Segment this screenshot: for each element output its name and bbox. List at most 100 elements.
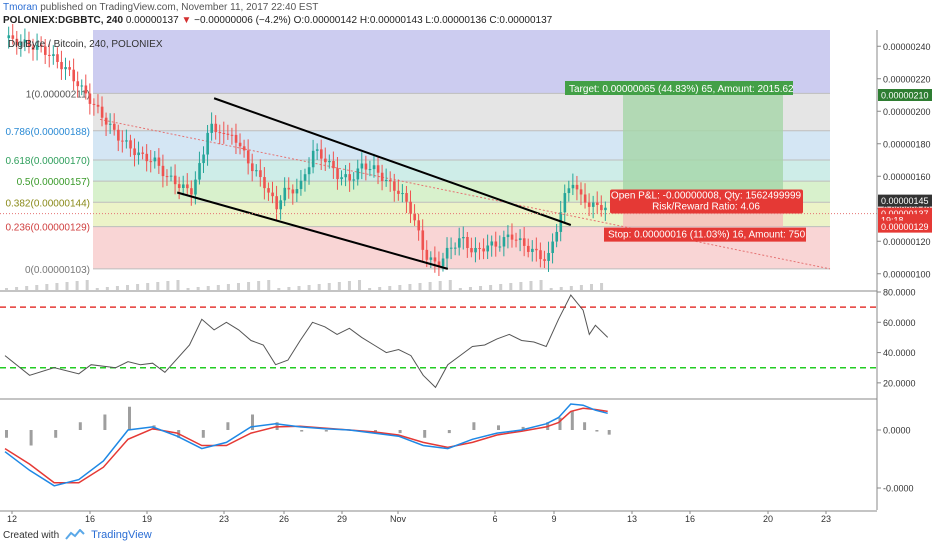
candle-body xyxy=(433,257,437,262)
candle-body xyxy=(251,163,254,172)
candle-body xyxy=(587,202,591,207)
candle-body xyxy=(238,142,242,147)
candle-body xyxy=(360,163,364,169)
candle-body xyxy=(336,168,339,180)
tradingview-brand[interactable]: TradingView xyxy=(91,529,152,541)
volume-bar xyxy=(115,286,119,290)
candle-body xyxy=(453,247,457,249)
macd-histogram-bar xyxy=(300,430,304,432)
target-zone xyxy=(623,95,783,201)
volume-bar xyxy=(307,285,311,290)
volume-bar xyxy=(65,282,69,290)
candle-body xyxy=(43,46,47,55)
candle-body xyxy=(206,132,209,155)
rsi-tick-label: 60.0000 xyxy=(883,318,916,328)
symbol-name: POLONIEX:DGBBTC, 240 xyxy=(3,15,124,26)
candle-body xyxy=(169,175,173,177)
y-tick-label: 0.00000220 xyxy=(883,74,931,84)
macd-tick-label: 0.0000 xyxy=(883,426,911,436)
fib-level-label: 0(0.00000103) xyxy=(25,265,90,276)
volume-bar xyxy=(236,283,240,290)
candle-body xyxy=(234,134,238,143)
fib-level-label: 0.382(0.00000144) xyxy=(5,198,90,209)
pnl-label-bg xyxy=(610,189,803,214)
candle-body xyxy=(181,184,185,188)
candle-body xyxy=(112,123,116,130)
candle-body xyxy=(161,165,165,177)
candle-body xyxy=(35,44,39,50)
price-label-bg xyxy=(878,220,932,233)
author-link[interactable]: Tmoran xyxy=(3,2,38,13)
y-tick-label: 0.00000180 xyxy=(883,139,931,149)
candle-body xyxy=(405,193,408,202)
x-tick-label: 26 xyxy=(279,514,289,524)
rsi-pane[interactable] xyxy=(0,290,877,389)
volume-bar xyxy=(579,285,583,290)
fib-level-label: 0.786(0.00000188) xyxy=(5,127,90,138)
candle-body xyxy=(547,253,550,261)
candle-body xyxy=(311,150,315,168)
price-label-bg xyxy=(878,89,932,101)
candle-body xyxy=(486,245,490,252)
candle-body xyxy=(591,202,595,207)
x-tick-label: 12 xyxy=(7,514,17,524)
ohlc-values: O:0.00000142 H:0.00000143 L:0.00000136 C… xyxy=(293,15,553,26)
volume-bar xyxy=(378,287,382,290)
candle-body xyxy=(96,104,100,107)
candle-body xyxy=(295,189,299,194)
candle-body xyxy=(510,234,514,240)
volume-bar xyxy=(499,284,503,290)
volume-bar xyxy=(317,284,321,290)
candle-body xyxy=(449,247,453,249)
candle-body xyxy=(604,207,607,211)
x-tick-label: 9 xyxy=(551,514,556,524)
candle-body xyxy=(543,259,546,261)
candle-body xyxy=(88,93,92,104)
candle-body xyxy=(393,181,396,191)
macd-pane[interactable] xyxy=(0,398,877,487)
volume-bar xyxy=(368,288,372,290)
candle-body xyxy=(401,193,404,195)
candle-body xyxy=(384,179,388,182)
x-tick-label: 23 xyxy=(219,514,229,524)
macd-histogram-bar xyxy=(423,430,427,438)
last-price: 0.00000137 xyxy=(125,15,179,26)
candle-body xyxy=(259,170,262,178)
volume-bar xyxy=(589,284,593,290)
fib-level-label: 1(0.00000211) xyxy=(26,89,90,100)
volume-bar xyxy=(559,287,563,290)
macd-tick-label: -0.0000 xyxy=(883,484,914,494)
candle-body xyxy=(522,238,526,246)
volume-bar xyxy=(428,282,432,290)
x-tick-label: 20 xyxy=(763,514,773,524)
candle-body xyxy=(108,123,112,125)
candle-body xyxy=(39,44,43,47)
candle-body xyxy=(173,175,177,185)
macd-histogram-bar xyxy=(583,422,587,430)
candle-body xyxy=(421,230,425,250)
candle-body xyxy=(307,167,311,175)
candle-body xyxy=(84,85,88,94)
candle-body xyxy=(539,250,542,260)
candle-body xyxy=(502,237,506,247)
candle-body xyxy=(535,248,538,251)
candle-body xyxy=(23,39,27,43)
footer: Created with TradingView xyxy=(3,529,152,541)
price-label-bg xyxy=(878,194,932,207)
candle-body xyxy=(194,179,197,195)
price-label: 0.00000145 xyxy=(881,196,929,206)
candle-body xyxy=(125,140,128,142)
candle-body xyxy=(303,174,307,181)
price-pane[interactable]: 1(0.00000211) 0.786(0.00000188) 0.618(0.00… xyxy=(0,23,877,290)
macd-histogram-bar xyxy=(201,430,205,438)
candle-body xyxy=(230,134,234,136)
candle-body xyxy=(31,46,35,50)
volume-bar xyxy=(549,288,553,290)
stop-label-bg xyxy=(604,227,806,242)
candle-body xyxy=(506,234,510,238)
chart-canvas[interactable]: 1(0.00000211) 0.786(0.00000188) 0.618(0.00… xyxy=(0,0,932,530)
candle-body xyxy=(555,231,559,242)
volume-bar xyxy=(176,280,180,290)
volume-bar xyxy=(45,284,49,290)
candle-body xyxy=(563,193,567,213)
